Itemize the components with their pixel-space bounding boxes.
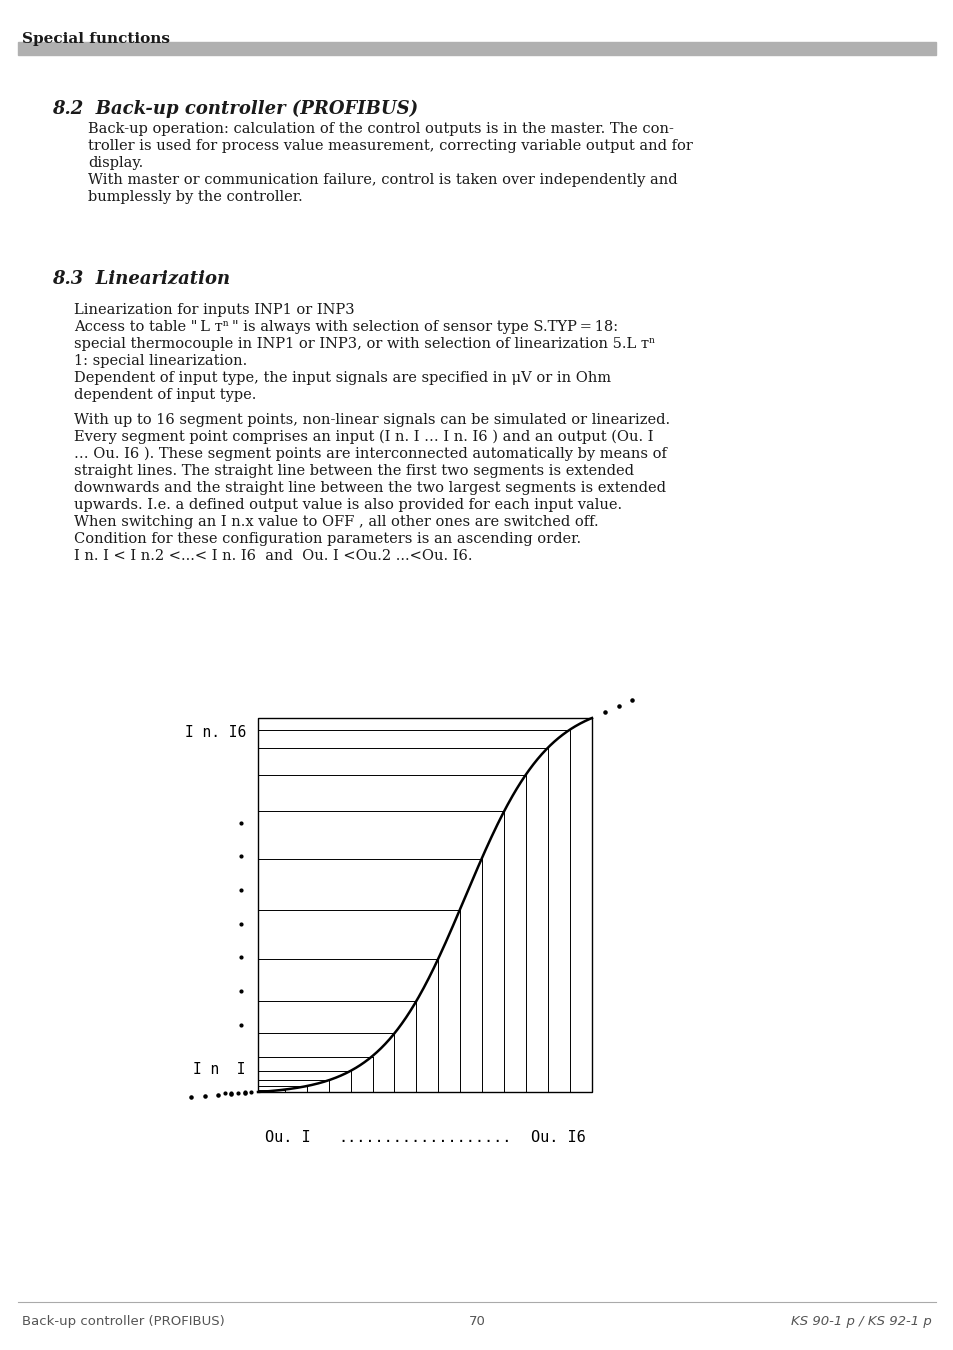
Text: troller is used for process value measurement, correcting variable output and fo: troller is used for process value measur… — [88, 139, 692, 153]
Text: 70: 70 — [468, 1315, 485, 1328]
Text: … Ou. I6 ). These segment points are interconnected automatically by means of: … Ou. I6 ). These segment points are int… — [74, 447, 666, 462]
Text: 8.2  Back-up controller (PROFIBUS): 8.2 Back-up controller (PROFIBUS) — [52, 100, 417, 119]
Text: ...................: ................... — [338, 1130, 511, 1145]
Text: Every segment point comprises an input (I n. I … I n. I6 ) and an output (Ou. I: Every segment point comprises an input (… — [74, 431, 653, 444]
Text: Linearization for inputs INP1 or INP3: Linearization for inputs INP1 or INP3 — [74, 302, 355, 317]
Bar — [18, 42, 935, 55]
Text: special thermocouple in INP1 or INP3, or with selection of linearization 5.L ᴛⁿ: special thermocouple in INP1 or INP3, or… — [74, 338, 655, 351]
Text: Dependent of input type, the input signals are specified in μV or in Ohm: Dependent of input type, the input signa… — [74, 371, 611, 385]
Text: Special functions: Special functions — [22, 32, 170, 46]
Text: KS 90-1 p / KS 92-1 p: KS 90-1 p / KS 92-1 p — [790, 1315, 931, 1328]
Text: Ou. I6: Ou. I6 — [530, 1130, 585, 1145]
Text: When switching an I n.x value to OFF , all other ones are switched off.: When switching an I n.x value to OFF , a… — [74, 514, 598, 529]
Text: I n. I < I n.2 <...< I n. I6  and  Ou. I <Ou.2 ...<Ou. I6.: I n. I < I n.2 <...< I n. I6 and Ou. I <… — [74, 549, 472, 563]
Text: downwards and the straight line between the two largest segments is extended: downwards and the straight line between … — [74, 481, 665, 495]
Text: Condition for these configuration parameters is an ascending order.: Condition for these configuration parame… — [74, 532, 580, 545]
Text: straight lines. The straight line between the first two segments is extended: straight lines. The straight line betwee… — [74, 464, 634, 478]
Text: Access to table " L ᴛⁿ " is always with selection of sensor type S.TYP = 18:: Access to table " L ᴛⁿ " is always with … — [74, 320, 618, 333]
Text: I n. I6: I n. I6 — [185, 725, 246, 740]
Bar — [257, 718, 592, 1092]
Text: display.: display. — [88, 157, 143, 170]
Text: dependent of input type.: dependent of input type. — [74, 387, 256, 402]
Text: With master or communication failure, control is taken over independently and: With master or communication failure, co… — [88, 173, 677, 188]
Text: Back-up controller (PROFIBUS): Back-up controller (PROFIBUS) — [22, 1315, 225, 1328]
Text: upwards. I.e. a defined output value is also provided for each input value.: upwards. I.e. a defined output value is … — [74, 498, 621, 512]
Text: 8.3  Linearization: 8.3 Linearization — [52, 270, 230, 288]
Text: I n  I: I n I — [193, 1062, 246, 1077]
Text: Ou. I: Ou. I — [264, 1130, 310, 1145]
Text: With up to 16 segment points, non-linear signals can be simulated or linearized.: With up to 16 segment points, non-linear… — [74, 413, 669, 427]
Text: Back-up operation: calculation of the control outputs is in the master. The con-: Back-up operation: calculation of the co… — [88, 122, 673, 136]
Text: 1: special linearization.: 1: special linearization. — [74, 354, 247, 369]
Text: bumplessly by the controller.: bumplessly by the controller. — [88, 190, 302, 204]
